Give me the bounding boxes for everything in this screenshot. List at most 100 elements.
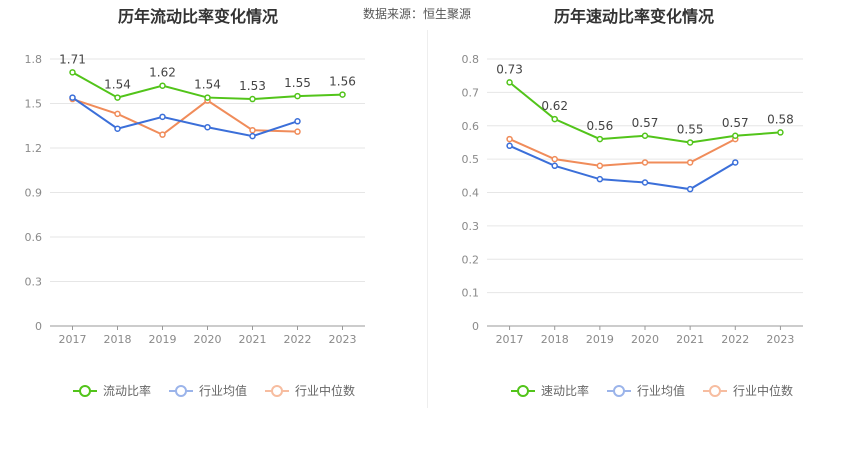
y-tick-label: 0 xyxy=(472,320,479,333)
y-tick-label: 0.2 xyxy=(462,253,480,266)
y-tick-label: 0.9 xyxy=(25,187,43,200)
legend-swatch-blue-icon xyxy=(169,384,194,397)
data-point xyxy=(69,94,76,101)
y-tick-label: 1.8 xyxy=(25,53,43,66)
data-point xyxy=(641,132,649,140)
y-tick-label: 0.3 xyxy=(25,276,43,289)
legend-label: 行业中位数 xyxy=(295,384,356,398)
data-label: 1.53 xyxy=(239,79,266,93)
legend-swatch-blue-icon xyxy=(607,384,632,397)
data-point xyxy=(506,142,513,150)
data-point xyxy=(249,132,256,140)
data-label: 0.57 xyxy=(722,116,749,130)
legend-item-quick-ratio[interactable]: 速动比率 xyxy=(511,382,589,399)
chart-title-quick-ratio: 历年速动比率变化情况 xyxy=(554,7,715,26)
legend-label: 行业均值 xyxy=(199,384,248,398)
x-tick-label: 2021 xyxy=(676,333,704,346)
y-tick-label: 0.7 xyxy=(462,86,480,99)
x-tick-label: 2018 xyxy=(104,333,132,346)
series-line-1 xyxy=(71,96,298,138)
data-label: 0.57 xyxy=(632,116,659,130)
x-tick-label: 2022 xyxy=(721,333,749,346)
legend-current-ratio: 流动比率 行业均值 行业中位数 xyxy=(73,382,355,399)
data-point xyxy=(249,95,256,103)
legend-item-industry-median[interactable]: 行业中位数 xyxy=(703,382,793,399)
y-tick-label: 1.2 xyxy=(25,142,43,155)
data-label: 0.73 xyxy=(496,62,523,76)
legend-swatch-green-icon xyxy=(73,384,97,397)
legend-label: 流动比率 xyxy=(103,384,152,398)
x-tick-label: 2019 xyxy=(149,333,177,346)
data-point xyxy=(69,69,76,76)
x-tick-label: 2020 xyxy=(194,333,222,346)
series-line-2 xyxy=(72,98,298,136)
data-point xyxy=(159,113,166,121)
data-point xyxy=(114,125,121,132)
series-line-1 xyxy=(509,144,736,191)
data-point xyxy=(294,92,301,100)
data-point xyxy=(686,159,694,166)
y-tick-label: 0.8 xyxy=(462,53,480,66)
data-point xyxy=(686,139,694,146)
data-point xyxy=(159,82,166,89)
y-tick-label: 0.6 xyxy=(25,231,43,244)
data-point xyxy=(294,118,301,125)
legend-label: 行业均值 xyxy=(637,384,686,398)
data-point xyxy=(596,175,604,183)
data-point xyxy=(596,162,604,170)
data-point xyxy=(204,94,211,101)
y-tick-label: 0.5 xyxy=(462,153,480,166)
data-label: 1.62 xyxy=(149,66,176,80)
legend-label: 速动比率 xyxy=(541,384,590,398)
legend-label: 行业中位数 xyxy=(733,384,794,398)
data-point xyxy=(294,128,301,135)
y-tick-label: 0.3 xyxy=(462,220,480,233)
data-point xyxy=(506,79,513,86)
data-label: 1.54 xyxy=(104,78,131,92)
x-tick-label: 2022 xyxy=(284,333,312,346)
x-tick-label: 2017 xyxy=(496,333,524,346)
legend-item-current-ratio[interactable]: 流动比率 xyxy=(73,382,151,399)
legend-item-industry-mean[interactable]: 行业均值 xyxy=(169,382,247,399)
data-label: 1.56 xyxy=(329,75,356,89)
y-tick-label: 0.6 xyxy=(462,120,480,133)
y-tick-label: 0.4 xyxy=(462,187,480,200)
data-point xyxy=(204,123,211,131)
data-label: 0.58 xyxy=(767,112,794,126)
legend-swatch-green-icon xyxy=(511,384,535,397)
x-tick-label: 2019 xyxy=(586,333,614,346)
data-point xyxy=(551,162,558,170)
data-point xyxy=(159,131,166,138)
data-point xyxy=(551,155,558,163)
chart-title-current-ratio: 历年流动比率变化情况 xyxy=(118,7,279,26)
x-tick-label: 2018 xyxy=(541,333,569,346)
legend-item-industry-median[interactable]: 行业中位数 xyxy=(265,382,355,399)
legend-swatch-orange-icon xyxy=(703,384,728,397)
data-point xyxy=(551,115,558,123)
data-point xyxy=(777,129,784,136)
data-point xyxy=(114,94,121,101)
data-label: 0.55 xyxy=(677,122,704,136)
data-point xyxy=(249,126,256,134)
data-point xyxy=(506,135,513,143)
y-tick-label: 1.5 xyxy=(25,98,43,111)
x-tick-label: 2023 xyxy=(329,333,357,346)
data-point xyxy=(114,110,121,118)
data-point xyxy=(596,135,604,143)
y-tick-label: 0 xyxy=(35,320,42,333)
data-point xyxy=(641,159,649,166)
data-label: 0.62 xyxy=(541,99,568,113)
data-label: 1.71 xyxy=(59,52,86,66)
series-line-2 xyxy=(509,138,736,167)
y-tick-label: 0.1 xyxy=(462,287,480,300)
legend-swatch-orange-icon xyxy=(265,384,290,397)
data-label: 1.55 xyxy=(284,76,311,90)
data-point xyxy=(641,179,649,186)
legend-item-industry-mean[interactable]: 行业均值 xyxy=(607,382,685,399)
x-tick-label: 2017 xyxy=(59,333,87,346)
data-source: 数据来源：恒生聚源 xyxy=(363,7,472,21)
x-tick-label: 2021 xyxy=(239,333,267,346)
x-tick-label: 2020 xyxy=(631,333,659,346)
